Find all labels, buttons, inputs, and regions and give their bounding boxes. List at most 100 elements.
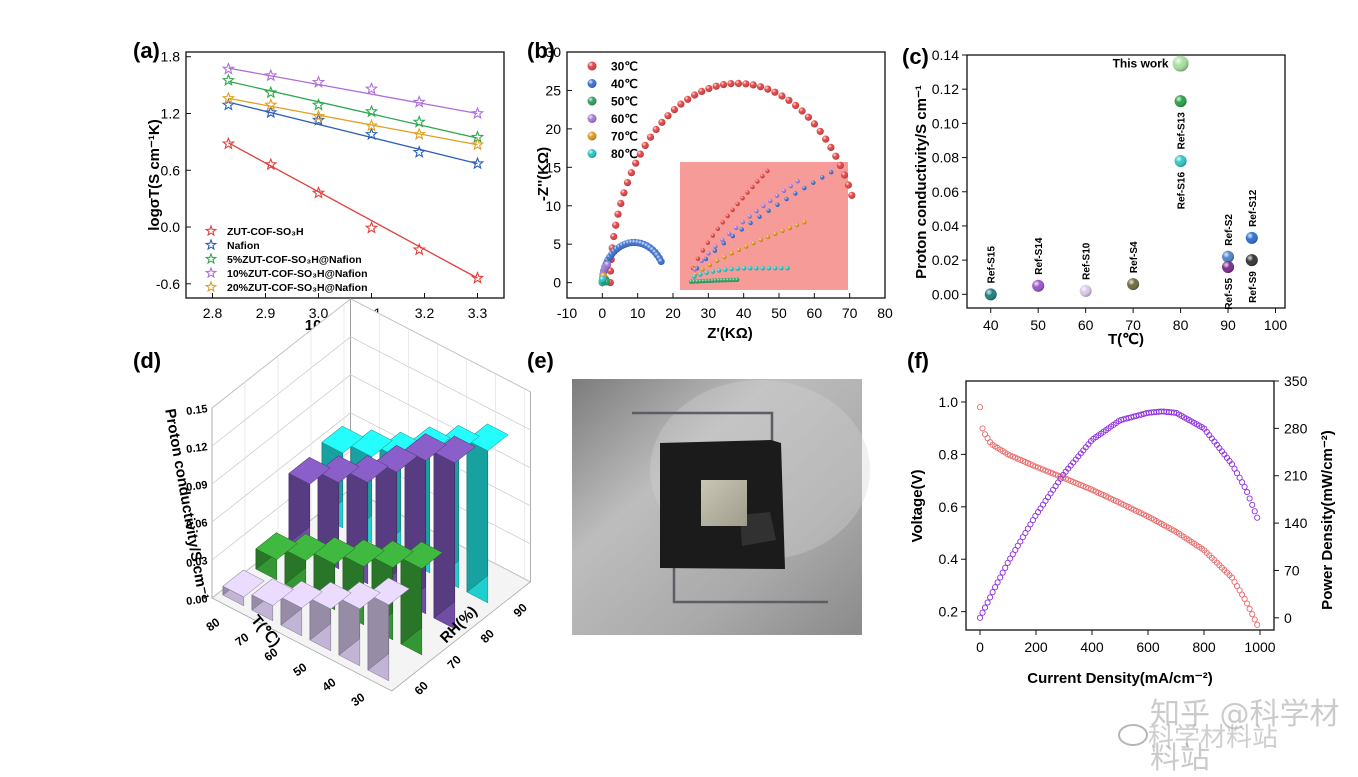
chart-d-bar	[288, 456, 331, 555]
chart-f-point	[981, 604, 989, 611]
chart-f-point	[1050, 486, 1057, 493]
chart-b-inset-point	[748, 266, 753, 271]
chart-b-xtick-label: 20	[665, 305, 681, 321]
chart-f-point	[1032, 463, 1039, 470]
chart-d-bar	[280, 580, 323, 637]
chart-b-point	[840, 171, 849, 179]
chart-b-point	[670, 106, 679, 114]
chart-b-inset-point	[772, 266, 778, 271]
chart-f-ytick-right-label: 280	[1284, 420, 1308, 436]
chart-f-point	[989, 589, 996, 596]
chart-d-ztick-label: 0.06	[186, 517, 209, 532]
chart-b-point	[698, 87, 706, 95]
chart-b-legend-label: 80℃	[611, 147, 638, 161]
chart-d-ztick-label: 0.03	[186, 555, 209, 570]
panel-label-c: (c)	[902, 44, 929, 69]
chart-b-inset-point	[720, 220, 725, 225]
chart-f-point	[1034, 509, 1042, 516]
chart-b-inset-point	[740, 219, 745, 225]
chart-b-inset-point	[785, 266, 790, 271]
chart-c-point	[1245, 254, 1258, 267]
chart-b-legend-marker	[587, 149, 597, 158]
chart-f-point	[1246, 605, 1253, 612]
chart-d-bar	[255, 532, 298, 581]
chart-b-point	[610, 232, 618, 241]
chart-f-point	[984, 599, 991, 606]
chart-d-ztick-label: 0.09	[186, 479, 209, 494]
chart-b-ytick-label: 5	[553, 236, 561, 252]
chart-d-zlabel: Proton conductivity/S cm⁻¹	[161, 407, 211, 601]
chart-f-xtick-label: 600	[1136, 639, 1160, 655]
chart-a-frame	[185, 51, 505, 299]
chart-b-point	[844, 181, 853, 189]
chart-f-xlabel: Current Density(mA/cm⁻²)	[1027, 670, 1212, 687]
chart-b-inset-point	[736, 247, 742, 252]
chart-a-point	[412, 114, 426, 128]
chart-c-frame	[966, 54, 1286, 309]
chart-d-bar	[433, 435, 476, 630]
chart-f-xtick-label: 800	[1192, 639, 1216, 655]
chart-a-point	[264, 85, 278, 99]
chart-b-inset-point	[788, 183, 793, 189]
chart-d-ztick-label: 0.00	[186, 593, 209, 608]
chart-d-bar	[466, 423, 509, 604]
chart-b-inset-point	[754, 266, 759, 271]
chart-f-ytick-right-label: 210	[1284, 468, 1308, 484]
chart-b-inset-point	[729, 266, 734, 272]
chart-f-point	[1254, 514, 1261, 521]
chart-b-inset-point	[692, 267, 698, 272]
chart-f-point	[1231, 465, 1238, 472]
chart-a-legend-marker	[204, 224, 218, 237]
chart-b-inset-point	[751, 240, 756, 246]
chart-a-fitline-2	[228, 80, 478, 139]
chart-a-point	[470, 271, 485, 284]
chart-c-point-label: Ref-S15	[987, 246, 998, 284]
watermark-weibo: 科学材料站	[1148, 723, 1279, 753]
chart-b-legend-label: 40℃	[611, 77, 638, 91]
chart-c-xtick-label: 80	[1173, 317, 1189, 333]
chart-f-point	[1007, 555, 1014, 562]
chart-c: 40 50 60 70 80 90 100 0.00 0.02 0.04 0.06 0.08 0.10 0…	[913, 47, 1287, 348]
chart-f-point	[976, 404, 984, 411]
chart-b-inset-point	[784, 196, 789, 202]
chart-c-point-label: Ref-S5	[1224, 278, 1235, 310]
chart-c-ylabel: Proton conductivity/S cm⁻¹	[913, 85, 930, 279]
chart-d-xtick-label: 50	[291, 660, 310, 679]
chart-b-inset-point	[773, 231, 778, 236]
chart-f-point	[1070, 478, 1077, 485]
chart-b-point	[848, 191, 856, 199]
chart-c-point-label: Ref-S4	[1129, 241, 1140, 273]
chart-c-ytick-label: 0.00	[932, 286, 959, 302]
chart-b-legend-marker	[587, 61, 597, 71]
chart-b-inset-point	[699, 258, 704, 263]
chart-b-point	[816, 127, 824, 135]
chart-b-inset-point	[715, 226, 720, 231]
chart-b-point	[627, 169, 636, 177]
chart-b-inset-point	[755, 179, 760, 184]
chart-b-inset-point	[735, 201, 740, 207]
chart-c-ytick-label: 0.06	[932, 184, 959, 200]
chart-b-ytick-label: 30	[545, 44, 561, 60]
chart-b-inset-point	[710, 269, 716, 274]
chart-f-point	[987, 594, 994, 601]
chart-d-xtick-label: 80	[204, 615, 223, 634]
chart-c-point	[1032, 279, 1045, 292]
chart-d-bar	[367, 577, 410, 682]
chart-a-point	[311, 185, 326, 199]
chart-b-point	[749, 81, 757, 89]
chart-d-bar	[400, 541, 443, 656]
chart-b-inset-point	[714, 258, 720, 263]
chart-b-inset-point	[716, 278, 721, 283]
chart-a-point	[221, 136, 236, 150]
chart-f-ylabel-left: Voltage(V)	[909, 469, 926, 542]
chart-c-ytick-label: 0.14	[932, 47, 959, 63]
panel-label-e: (e)	[527, 348, 554, 373]
chart-f-point	[1082, 484, 1089, 491]
chart-a-legend-label: ZUT-COF-SO₃H	[227, 226, 304, 238]
chart-b-inset-point	[750, 184, 755, 190]
chart-c-point	[1172, 55, 1189, 72]
chart-b-point	[798, 107, 806, 115]
chart-c-xtick-label: 90	[1220, 317, 1236, 333]
chart-f: 0 200 400 600 800 1000 0.2 0.4 0.6 0.8 1.0 0 70 140 21…	[909, 373, 1336, 687]
chart-b-point	[658, 118, 666, 126]
